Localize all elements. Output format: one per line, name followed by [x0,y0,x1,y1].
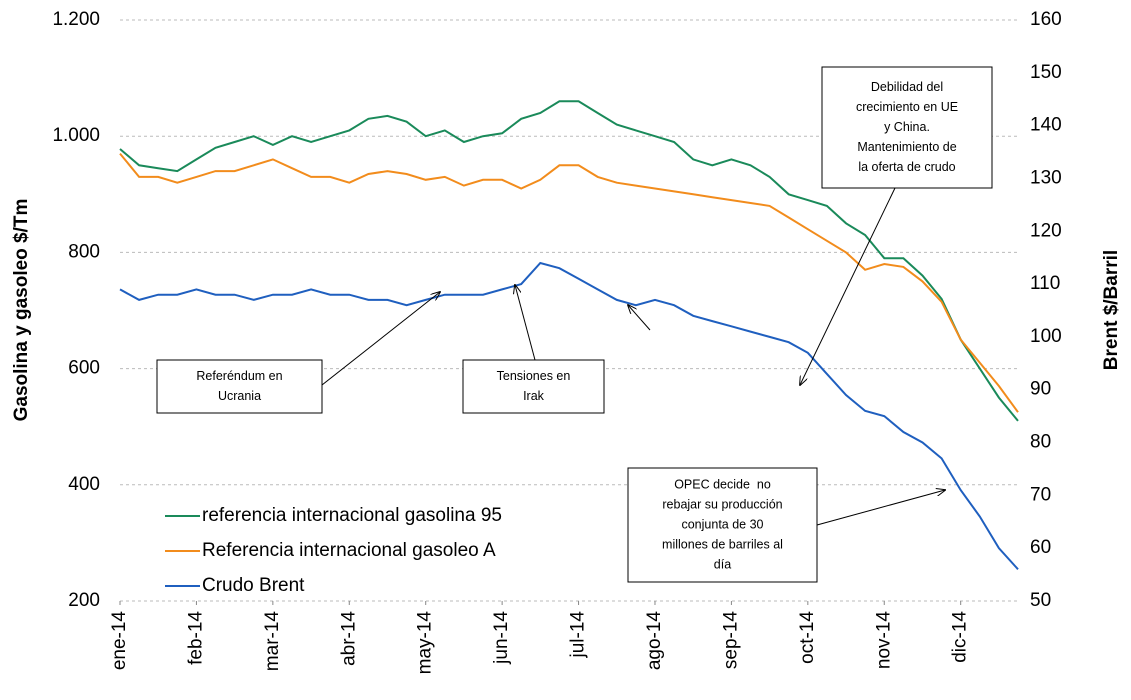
series-line [119,100,1019,422]
annotation-box [462,359,605,414]
x-tick-label: jul-14 [568,611,589,659]
y2-axis-label: Brent $/Barril [1101,250,1122,370]
x-tick-label: nov-14 [873,611,894,670]
y-tick-label: 600 [68,358,100,379]
annotation-arrow [628,305,651,331]
y2-tick-label: 160 [1030,9,1062,30]
annotation-text: y China. [884,120,930,134]
x-tick-label: may-14 [415,611,436,675]
y-tick-label: 400 [68,474,100,495]
series-line [119,152,1019,413]
y-axis-label: Gasolina y gasoleo $/Tm [11,199,32,422]
x-tick-label: sep-14 [720,611,741,670]
annotation-text: Debilidad del [871,80,943,94]
annotation-box [156,359,323,414]
annotation-text: conjunta de 30 [681,517,763,531]
x-tick-label: feb-14 [185,611,206,665]
y2-tick-label: 60 [1030,537,1051,558]
x-tick-label: abr-14 [338,611,359,666]
y2-tick-label: 70 [1030,484,1051,505]
x-tick-label: ago-14 [644,611,665,671]
annotation-text: Irak [523,389,545,403]
annotation-text: Referéndum en [196,369,282,383]
annotation-arrow [800,187,896,385]
x-tick-label: ene-14 [109,611,130,671]
legend-label: referencia internacional gasolina 95 [202,505,502,526]
legend-label: Crudo Brent [202,575,305,596]
y-tick-label: 1.000 [52,125,100,146]
annotation-text: crecimiento en UE [856,100,958,114]
annotation-box [627,467,818,583]
y-tick-label: 800 [68,241,100,262]
annotation-arrow [816,490,945,526]
y2-tick-label: 90 [1030,379,1051,400]
annotations [156,66,993,583]
y2-tick-label: 120 [1030,220,1062,241]
annotation-text: la oferta de crudo [858,160,955,174]
y2-tick-label: 110 [1030,273,1060,294]
annotation-text: OPEC decide no [674,477,771,491]
x-tick-label: oct-14 [797,611,818,664]
annotation-text: Tensiones en [497,369,571,383]
annotation-box [821,66,993,189]
y2-tick-label: 150 [1030,62,1062,83]
annotation-text: millones de barriles al [662,537,783,551]
y2-tick-label: 100 [1030,326,1062,347]
annotation-text: día [714,557,731,571]
annotation-text: rebajar su producción [662,497,782,511]
annotation-text: Ucrania [218,389,261,403]
series-line [119,261,1019,570]
y2-tick-label: 130 [1030,167,1062,188]
annotation-text: Mantenimiento de [857,140,956,154]
y2-tick-label: 140 [1030,115,1062,136]
annotation-arrow [321,292,440,386]
y-tick-label: 1.200 [52,9,100,30]
annotation-arrow [515,285,536,361]
y2-tick-label: 80 [1030,432,1051,453]
x-tick-label: dic-14 [950,611,971,663]
y2-tick-label: 50 [1030,590,1051,611]
legend-label: Referencia internacional gasoleo A [202,540,496,561]
x-tick-label: mar-14 [262,611,283,672]
x-tick-label: jun-14 [491,611,512,665]
y-tick-label: 200 [68,590,100,611]
